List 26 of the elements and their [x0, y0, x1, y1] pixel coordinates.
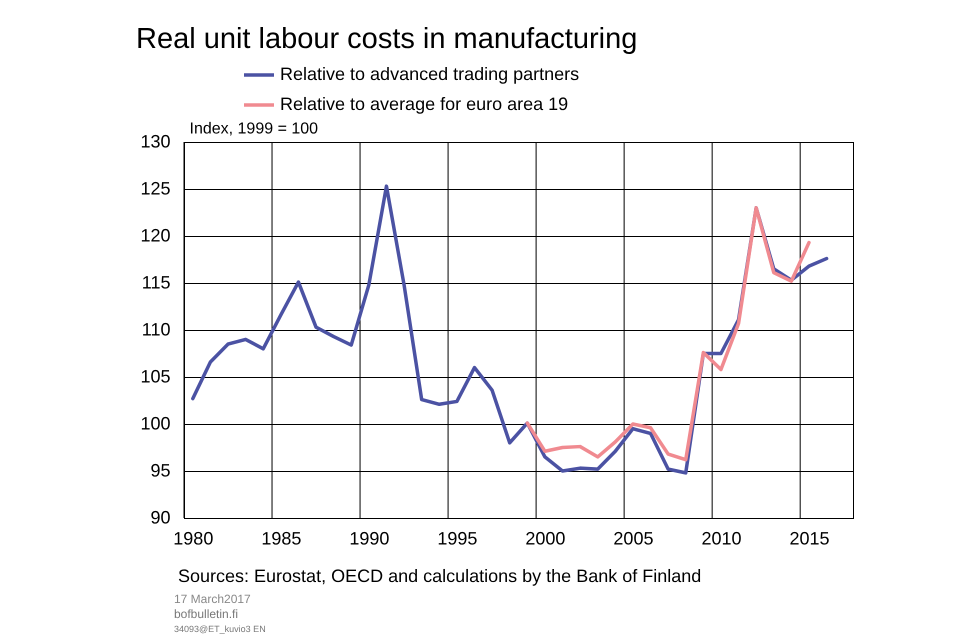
text: 17 March2017 — [174, 592, 251, 606]
y-tick-label: 130 — [140, 132, 170, 152]
x-tick-label: 1980 — [173, 528, 214, 548]
text: 34093@ET_kuvio3 EN — [174, 624, 266, 634]
x-tick-label: 1990 — [349, 528, 390, 548]
y-tick-label: 90 — [150, 508, 170, 528]
y-tick-label: 110 — [142, 320, 170, 340]
y-tick-label: 95 — [150, 460, 170, 480]
y-tick-label: 100 — [140, 414, 170, 434]
y-tick-label: 125 — [140, 178, 170, 198]
x-tick-label: 2005 — [613, 528, 654, 548]
y-tick-label: 115 — [142, 272, 170, 292]
x-tick-label: 2010 — [701, 528, 742, 548]
chart-title: Real unit labour costs in manufacturing — [136, 23, 638, 55]
y-axis-title: Index, 1999 = 100 — [190, 120, 318, 138]
x-tick-label: 2015 — [789, 528, 830, 548]
x-tick-label: 1995 — [437, 528, 478, 548]
y-tick-label: 120 — [140, 226, 170, 246]
text: bofbulletin.fi — [174, 607, 238, 621]
y-tick-label: 105 — [140, 366, 170, 386]
x-tick-label: 1985 — [261, 528, 302, 548]
source-note: Sources: Eurostat, OECD and calculations by the Bank of Finland — [178, 566, 702, 587]
legend-label: Relative to average for euro area 19 — [280, 94, 568, 114]
legend-label: Relative to advanced trading partners — [280, 64, 580, 84]
x-tick-label: 2000 — [525, 528, 566, 548]
line-series — [526, 206, 811, 462]
